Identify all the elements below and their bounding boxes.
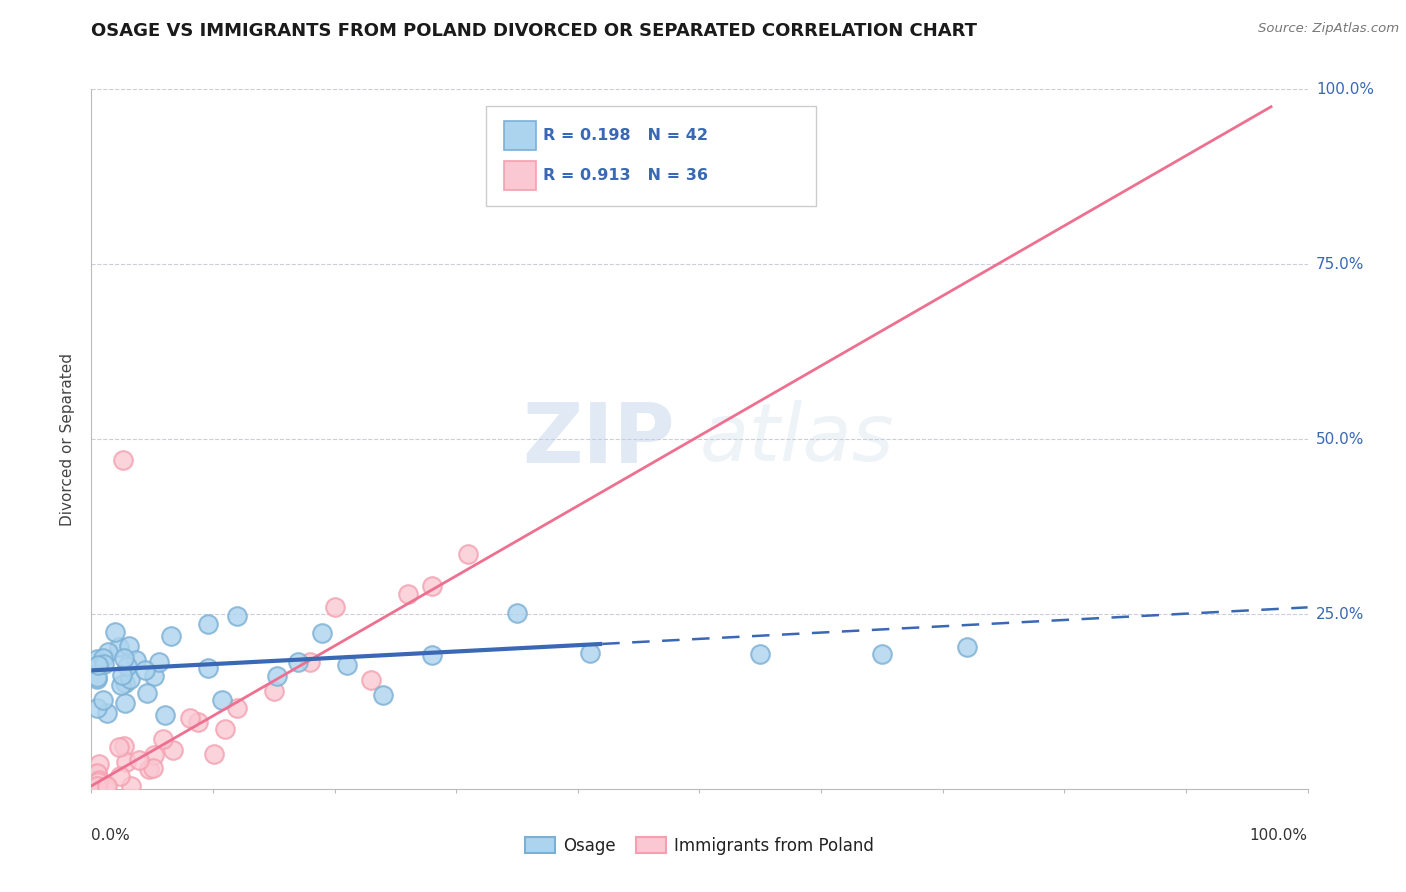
- Point: [148, 655, 170, 669]
- Text: 50.0%: 50.0%: [1316, 432, 1364, 447]
- Point: [420, 648, 443, 662]
- Text: 100.0%: 100.0%: [1316, 82, 1374, 96]
- Text: ZIP: ZIP: [523, 399, 675, 480]
- Point: [111, 668, 134, 682]
- Point: [360, 673, 382, 687]
- Point: [86, 779, 108, 793]
- Point: [108, 769, 131, 783]
- Point: [153, 707, 176, 722]
- Point: [114, 756, 136, 770]
- Point: [93, 657, 115, 671]
- Point: [118, 639, 141, 653]
- Point: [396, 587, 419, 601]
- Point: [86, 779, 108, 793]
- Point: [111, 453, 134, 467]
- Point: [110, 678, 132, 692]
- Point: [506, 606, 529, 620]
- Point: [323, 599, 346, 614]
- Point: [86, 779, 108, 793]
- Point: [457, 547, 479, 561]
- Point: [125, 653, 148, 667]
- Point: [214, 722, 236, 736]
- Point: [128, 754, 150, 768]
- Point: [87, 658, 110, 673]
- Point: [96, 779, 118, 793]
- Point: [114, 696, 136, 710]
- Point: [86, 779, 108, 793]
- Text: R = 0.913   N = 36: R = 0.913 N = 36: [543, 169, 707, 183]
- Point: [86, 670, 108, 684]
- Point: [104, 625, 127, 640]
- Point: [373, 688, 395, 702]
- Point: [86, 701, 108, 715]
- Point: [142, 761, 165, 775]
- Point: [97, 645, 120, 659]
- Point: [120, 779, 142, 793]
- Point: [870, 648, 893, 662]
- Point: [94, 779, 117, 793]
- Point: [117, 659, 139, 673]
- Point: [86, 774, 108, 789]
- Text: Source: ZipAtlas.com: Source: ZipAtlas.com: [1258, 22, 1399, 36]
- Point: [299, 655, 322, 669]
- Point: [91, 693, 114, 707]
- Point: [108, 640, 131, 654]
- Text: 100.0%: 100.0%: [1250, 828, 1308, 843]
- Point: [114, 675, 136, 690]
- Point: [134, 664, 156, 678]
- Point: [226, 608, 249, 623]
- Legend: Osage, Immigrants from Poland: Osage, Immigrants from Poland: [519, 830, 880, 862]
- Point: [211, 692, 233, 706]
- Point: [197, 617, 219, 632]
- Point: [187, 714, 209, 729]
- Text: 75.0%: 75.0%: [1316, 257, 1364, 272]
- Point: [112, 739, 135, 753]
- Point: [142, 747, 165, 762]
- Point: [179, 711, 201, 725]
- Point: [93, 779, 115, 793]
- Point: [749, 648, 772, 662]
- Point: [263, 684, 285, 698]
- Point: [336, 657, 359, 672]
- Point: [86, 672, 108, 686]
- Point: [311, 626, 333, 640]
- Point: [87, 757, 110, 772]
- Point: [96, 706, 118, 720]
- Text: atlas: atlas: [699, 401, 894, 478]
- Point: [120, 673, 142, 687]
- Y-axis label: Divorced or Separated: Divorced or Separated: [60, 353, 76, 525]
- Point: [91, 650, 114, 665]
- Point: [87, 773, 110, 788]
- Point: [420, 579, 443, 593]
- Point: [266, 669, 288, 683]
- Point: [162, 743, 184, 757]
- Point: [107, 739, 129, 754]
- Point: [112, 651, 135, 665]
- Point: [956, 640, 979, 654]
- Point: [287, 655, 309, 669]
- Point: [135, 686, 157, 700]
- Text: 25.0%: 25.0%: [1316, 607, 1364, 622]
- Point: [226, 701, 249, 715]
- Point: [138, 762, 160, 776]
- Point: [152, 731, 174, 746]
- Text: R = 0.198   N = 42: R = 0.198 N = 42: [543, 128, 707, 144]
- Text: OSAGE VS IMMIGRANTS FROM POLAND DIVORCED OR SEPARATED CORRELATION CHART: OSAGE VS IMMIGRANTS FROM POLAND DIVORCED…: [91, 22, 977, 40]
- Point: [197, 661, 219, 675]
- Point: [159, 629, 181, 643]
- Point: [142, 669, 165, 683]
- Text: 0.0%: 0.0%: [91, 828, 131, 843]
- Point: [579, 646, 602, 660]
- Point: [202, 747, 225, 761]
- Point: [86, 766, 108, 780]
- Point: [86, 652, 108, 666]
- Point: [86, 766, 108, 780]
